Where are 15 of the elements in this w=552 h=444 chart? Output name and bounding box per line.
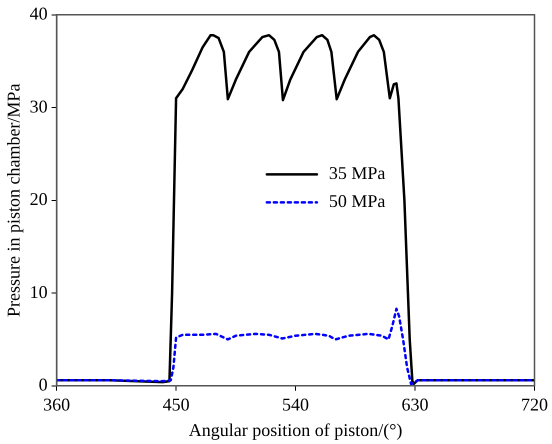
y-tick-label: 40 bbox=[30, 4, 48, 24]
y-axis-title: Pressure in piston chamber/MPa bbox=[4, 84, 24, 318]
x-tick-label: 630 bbox=[402, 394, 429, 414]
x-tick-label: 720 bbox=[521, 394, 548, 414]
line-series bbox=[56, 308, 534, 386]
y-tick-label: 20 bbox=[30, 189, 48, 210]
legend-label: 35 MPa bbox=[328, 163, 386, 184]
x-tick-label: 360 bbox=[43, 394, 70, 414]
y-tick-label: 10 bbox=[30, 282, 48, 302]
x-tick-label: 540 bbox=[282, 394, 310, 414]
y-tick-label: 30 bbox=[30, 96, 48, 116]
x-axis-title: Angular position of piston/(°) bbox=[188, 420, 402, 440]
legend-label: 50 MPa bbox=[328, 191, 386, 212]
y-tick-label: 0 bbox=[38, 374, 48, 395]
x-tick-label: 450 bbox=[162, 394, 190, 414]
